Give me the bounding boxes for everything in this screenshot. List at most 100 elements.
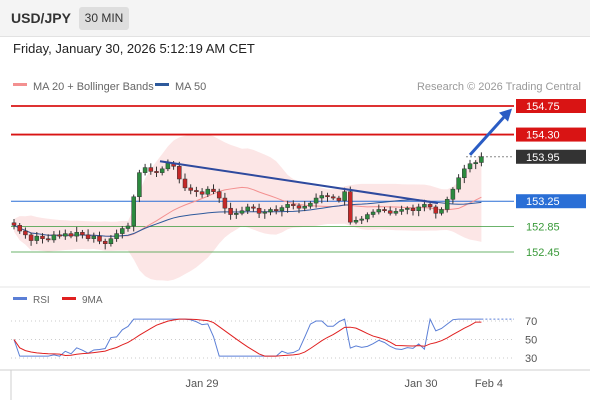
candle-body: [433, 206, 439, 214]
resistance-tag: [516, 99, 586, 113]
candle-body: [211, 188, 216, 192]
candle-body: [410, 207, 416, 211]
candle-body: [399, 209, 404, 212]
candle-body: [80, 232, 85, 236]
rsi-panel: 70 50 30: [11, 316, 537, 365]
candle-body: [142, 167, 148, 173]
candle-body: [462, 168, 467, 178]
x-tick-label: Jan 29: [185, 378, 218, 390]
target-arrow-shaft: [468, 111, 510, 156]
candle-body: [393, 211, 399, 214]
candle-body: [234, 213, 239, 215]
candle-body: [256, 207, 262, 214]
candle-body: [382, 209, 387, 211]
candle-body: [422, 204, 427, 208]
candle-body: [239, 210, 245, 214]
candle-body: [427, 204, 433, 208]
candle-body: [273, 209, 279, 211]
copyright-text: Research © 2026 Trading Central: [417, 81, 581, 93]
candle-body: [154, 171, 159, 173]
candle-body: [85, 234, 91, 239]
candle-body: [308, 202, 313, 207]
candle-body: [114, 233, 119, 239]
symbol-label: USD/JPY: [11, 10, 71, 26]
candle-body: [228, 207, 233, 215]
candle-body: [245, 206, 250, 211]
ma9-legend-swatch: [62, 297, 76, 300]
candle-body: [63, 233, 68, 237]
rsi-line: [13, 317, 482, 357]
candle-body: [365, 214, 370, 220]
candle-body: [159, 168, 165, 173]
candle-body: [479, 156, 484, 163]
candle-body: [188, 187, 193, 191]
price-labels: 154.75 154.30 153.95 153.25 152.85 152.45: [516, 99, 586, 259]
candle-body: [199, 191, 205, 195]
candle-body: [137, 172, 142, 198]
candle-body: [405, 207, 410, 210]
candle-body: [28, 234, 34, 241]
candle-body: [296, 205, 302, 209]
datetime-label: Friday, January 30, 2026 5:12:19 AM CET: [13, 41, 255, 56]
candle-body: [336, 197, 342, 201]
timeframe-button[interactable]: 30 MIN: [79, 7, 129, 30]
x-tick-label: Jan 30: [404, 378, 437, 390]
candle-body: [370, 211, 376, 215]
candle-body: [325, 195, 330, 198]
rsi-ma9-line: [13, 318, 482, 357]
candle-body: [148, 167, 154, 172]
candle-body: [194, 190, 199, 192]
candle-body: [11, 222, 17, 226]
downtrend-line: [159, 160, 439, 205]
candle-body: [17, 225, 22, 232]
resistance-label: 154.75: [526, 101, 560, 113]
candle-body: [387, 210, 393, 214]
ma9-legend-label: 9MA: [82, 295, 103, 306]
candle-body: [353, 220, 359, 223]
candle-body: [302, 206, 307, 209]
chart-area: MA 20 + Bollinger Bands MA 50 Research ©…: [0, 60, 590, 400]
price-chart: MA 20 + Bollinger Bands MA 50 Research ©…: [0, 68, 590, 400]
candle-body: [51, 234, 57, 241]
candle-body: [251, 206, 256, 209]
candle-body: [268, 209, 273, 213]
candle-body: [205, 188, 211, 195]
resistance-label: 154.30: [526, 130, 560, 142]
ma50-legend-label: MA 50: [175, 81, 206, 93]
x-axis: Jan 29 Jan 30 Feb 4: [185, 378, 503, 390]
candle-body: [102, 240, 108, 244]
target-arrow-head: [499, 108, 512, 122]
support-label: 152.45: [526, 247, 560, 259]
resistance-tag: [516, 127, 586, 142]
candle-body: [91, 235, 97, 239]
candle-body: [165, 162, 171, 170]
last-price-tag: [516, 149, 586, 164]
candle-body: [439, 209, 444, 214]
candle-body: [359, 218, 364, 221]
candle-body: [222, 197, 228, 209]
candle-body: [23, 230, 28, 236]
pivot-label: 153.25: [526, 196, 560, 208]
price-levels: [11, 105, 514, 253]
candle-body: [467, 163, 473, 170]
candle-body: [131, 196, 136, 227]
candle-body: [57, 234, 62, 237]
rsi-tick-label: 70: [525, 316, 537, 328]
candle-body: [313, 197, 319, 204]
candle-body: [456, 177, 461, 190]
candle-body: [416, 206, 421, 211]
candle-body: [68, 233, 74, 237]
candle-body: [279, 207, 285, 211]
candle-body: [473, 162, 478, 165]
candle-body: [97, 235, 102, 242]
candle-body: [125, 225, 131, 229]
candle-body: [376, 209, 382, 213]
annotations: [159, 108, 512, 205]
support-label: 152.85: [526, 222, 560, 234]
last-price-label: 153.95: [526, 152, 560, 164]
candle-body: [34, 235, 40, 241]
candle-body: [74, 232, 79, 237]
pivot-tag: [516, 194, 586, 209]
candle-body: [319, 195, 325, 199]
ma50-legend-swatch: [155, 83, 169, 86]
